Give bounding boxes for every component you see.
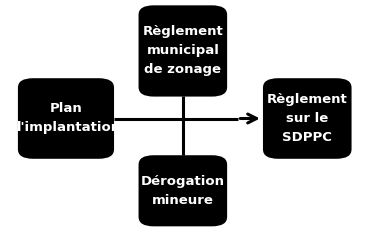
FancyBboxPatch shape <box>18 78 114 159</box>
Text: Dérogation
mineure: Dérogation mineure <box>141 175 225 207</box>
FancyBboxPatch shape <box>138 155 227 226</box>
FancyBboxPatch shape <box>138 5 227 97</box>
FancyBboxPatch shape <box>263 78 351 159</box>
Text: Règlement
municipal
de zonage: Règlement municipal de zonage <box>143 25 223 77</box>
Text: Plan
d'implantation: Plan d'implantation <box>11 102 121 135</box>
Text: Règlement
sur le
SDPPC: Règlement sur le SDPPC <box>267 93 348 144</box>
